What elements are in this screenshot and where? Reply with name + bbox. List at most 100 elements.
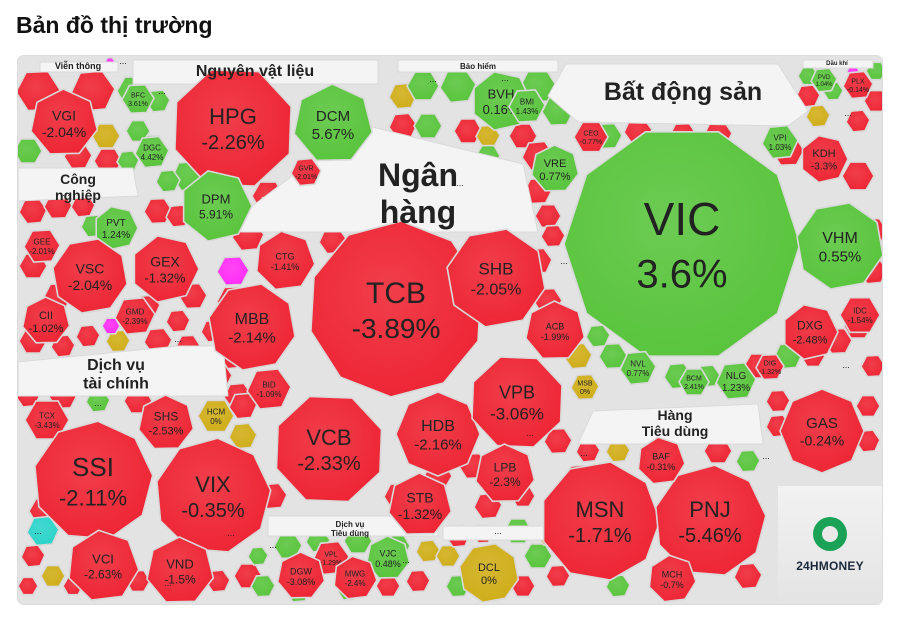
stock-change-label: -1.32%	[759, 369, 781, 376]
stock-ticker-label: MCH	[662, 569, 683, 579]
stock-change-label: -1.09%	[256, 390, 281, 399]
filler-cell	[20, 544, 46, 568]
filler-cell	[863, 89, 882, 113]
stock-cell-gas[interactable]	[779, 388, 865, 474]
stock-cell-bmi[interactable]	[508, 89, 546, 123]
stock-cell-ctg[interactable]	[255, 230, 316, 291]
stock-cell-pvd[interactable]	[810, 67, 838, 93]
filler-cell	[228, 422, 258, 450]
more-marker: ...	[560, 256, 568, 266]
stock-cell-dpm[interactable]	[182, 170, 253, 242]
stock-cell-dcm[interactable]	[293, 83, 374, 162]
stock-cell-acb[interactable]	[525, 300, 586, 360]
filler-cell	[733, 562, 763, 590]
stock-cell-dgw[interactable]	[276, 551, 326, 599]
stock-ticker-label: ACB	[546, 321, 565, 331]
stock-cell-mwg[interactable]	[333, 555, 378, 600]
stock-change-label: 0%	[580, 389, 590, 396]
stock-cell-ceo[interactable]	[573, 121, 609, 153]
stock-cell-kdh[interactable]	[801, 134, 849, 184]
stock-cell-vic[interactable]	[563, 131, 801, 358]
filler-cell	[860, 354, 882, 378]
more-marker: ...	[94, 398, 102, 408]
stock-change-label: 1.24%	[102, 230, 130, 241]
more-marker: ...	[227, 528, 235, 538]
stock-ticker-label: GEE	[34, 237, 51, 246]
stock-ticker-label: VGI	[52, 107, 76, 123]
stock-change-label: 3.61%	[128, 101, 148, 108]
stock-cell-vpb[interactable]	[471, 356, 563, 448]
stock-cell-bcm[interactable]	[678, 368, 710, 396]
filler-cell	[405, 569, 431, 593]
stock-cell-dxg[interactable]	[783, 303, 839, 361]
stock-cell-pnj[interactable]	[654, 464, 767, 576]
logo-icon	[813, 517, 847, 551]
stock-change-label: -3.08%	[287, 577, 316, 587]
stock-cell-vsc[interactable]	[52, 238, 128, 314]
stock-cell-nvl[interactable]	[619, 350, 657, 386]
stock-cell-vcb[interactable]	[275, 395, 383, 503]
stock-change-label: -1.32%	[144, 271, 186, 286]
stock-cell-vpi[interactable]	[761, 124, 799, 160]
stock-cell-msb[interactable]	[570, 373, 600, 401]
stock-ticker-label: HDB	[421, 418, 455, 435]
more-marker: ...	[494, 526, 502, 536]
stock-ticker-label: TCB	[366, 277, 426, 310]
stock-ticker-label: BVH	[488, 86, 515, 101]
stock-cell-mch[interactable]	[648, 554, 697, 603]
stock-cell-mbb[interactable]	[208, 283, 296, 371]
stock-cell-hcm[interactable]	[197, 399, 235, 433]
filler-cell	[841, 161, 875, 191]
stock-change-label: 0%	[481, 575, 497, 587]
stock-change-label: -2.39%	[122, 317, 147, 326]
filler-cell	[40, 564, 66, 588]
stock-change-label: -0.31%	[647, 462, 676, 472]
stock-cell-vci[interactable]	[68, 529, 140, 601]
stock-ticker-label: BCM	[686, 376, 702, 383]
stock-cell-gmd[interactable]	[114, 296, 156, 336]
stock-cell-gex[interactable]	[133, 235, 200, 303]
stock-cell-bid[interactable]	[246, 368, 292, 410]
stock-cell-hdb[interactable]	[395, 391, 481, 477]
stock-cell-vre[interactable]	[530, 144, 580, 192]
stock-change-label: -2.01%	[29, 247, 54, 256]
stock-cell-baf[interactable]	[637, 436, 686, 485]
stock-cell-shs[interactable]	[137, 394, 195, 450]
stock-cell-vgi[interactable]	[30, 88, 99, 155]
stock-cell-vnd[interactable]	[146, 536, 215, 603]
more-marker: ...	[402, 555, 410, 565]
stock-ticker-label: BFC	[131, 93, 145, 100]
stock-cell-msn[interactable]	[542, 461, 661, 581]
stock-cell-bfc[interactable]	[121, 83, 155, 115]
stock-ticker-label: VPL	[324, 552, 337, 559]
stock-change-label: 0.48%	[375, 559, 401, 569]
sector-panel-vien-thong	[39, 61, 119, 73]
stock-cell-dgc[interactable]	[134, 135, 170, 169]
stock-change-label: -2.48%	[793, 335, 828, 347]
more-marker: ...	[844, 108, 852, 118]
stock-cell-nlg[interactable]	[715, 361, 757, 401]
stock-cell-dig[interactable]	[755, 353, 785, 381]
stock-cell-dcl[interactable]	[458, 542, 520, 604]
stock-cell-cii[interactable]	[21, 296, 71, 344]
stock-cell-shb[interactable]	[446, 228, 546, 328]
stock-cell-vhm[interactable]	[796, 202, 882, 290]
more-marker: ...	[62, 188, 70, 198]
stock-ticker-label: DCL	[478, 562, 500, 574]
stock-cell-ssi[interactable]	[34, 420, 154, 540]
stock-cell-stb[interactable]	[388, 472, 453, 535]
filler-cell	[155, 169, 181, 193]
stock-cell-vix[interactable]	[156, 437, 272, 553]
stock-change-label: 1.23%	[722, 383, 750, 394]
stock-change-label: -1.32%	[398, 506, 442, 522]
stock-ticker-label: VRE	[544, 158, 567, 170]
stock-cell-pvt[interactable]	[95, 205, 139, 251]
stock-cell-gvr[interactable]	[290, 157, 322, 187]
sector-label: Viễn thông	[55, 61, 101, 71]
stock-cell-gee[interactable]	[23, 229, 61, 263]
stock-cell-idc[interactable]	[839, 296, 881, 334]
stock-cell-lpb[interactable]	[475, 443, 536, 503]
stock-cell-hpg[interactable]	[174, 69, 292, 187]
stock-cell-vjc[interactable]	[365, 535, 411, 579]
stock-cell-plx[interactable]	[842, 70, 874, 100]
